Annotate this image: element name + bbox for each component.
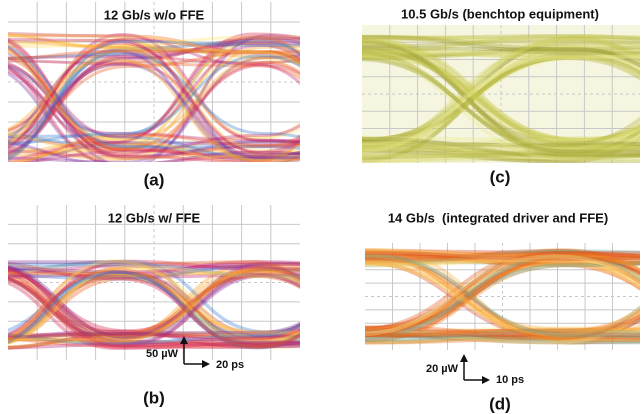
panel-label: (a) bbox=[144, 170, 165, 189]
panel-label: (b) bbox=[143, 388, 165, 407]
scale-power: 20 µW bbox=[426, 363, 459, 375]
figure: 12 Gb/s w/o FFE (a) 12 Gb/s w/ FFE (b) 5… bbox=[0, 0, 644, 414]
scale-time: 20 ps bbox=[216, 359, 244, 371]
scale-power: 50 µW bbox=[146, 348, 179, 360]
panel-title: 14 Gb/s (integrated driver and FFE) bbox=[388, 210, 608, 225]
scale-time: 10 ps bbox=[496, 374, 524, 386]
panel-label: (c) bbox=[490, 167, 511, 186]
panel-title: 12 Gb/s w/ FFE bbox=[108, 210, 201, 225]
panel-title: 12 Gb/s w/o FFE bbox=[104, 7, 205, 22]
panel-label: (d) bbox=[489, 394, 511, 413]
panel-title: 10.5 Gb/s (benchtop equipment) bbox=[401, 6, 599, 21]
scale-arrows bbox=[460, 354, 490, 384]
